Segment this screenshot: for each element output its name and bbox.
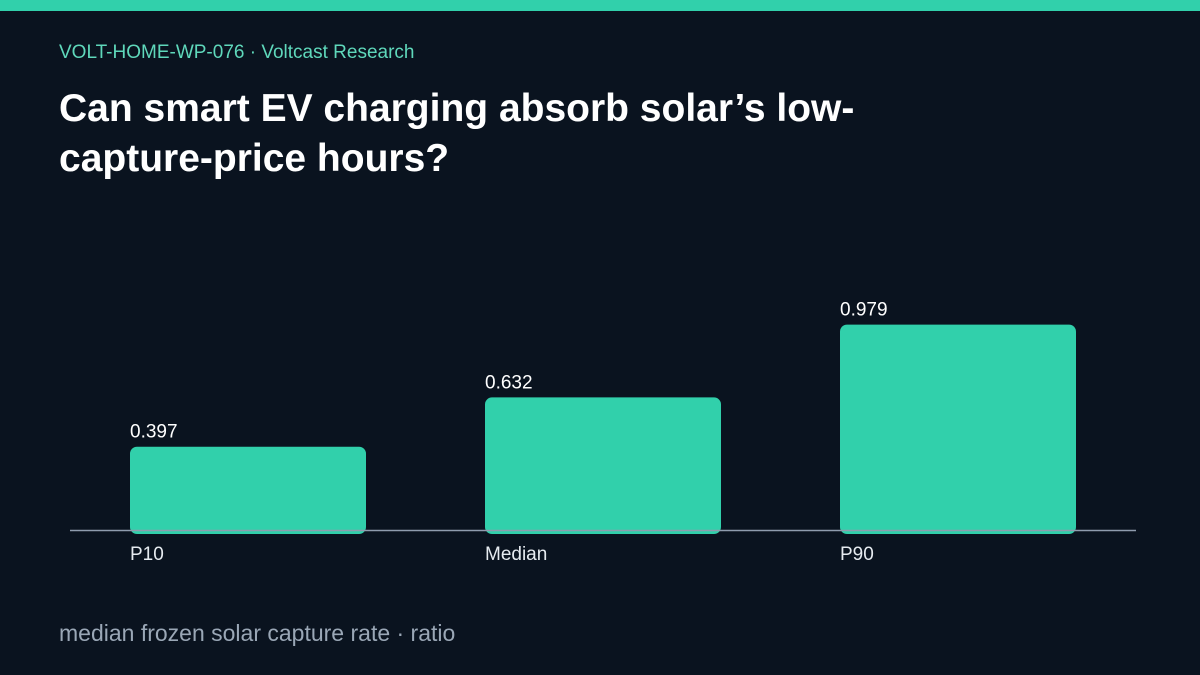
labels-layer: 0.397 P10 0.632 Median 0.979 P90 (130, 300, 888, 565)
category-label-p10: P10 (130, 544, 164, 565)
bar-median (485, 397, 721, 534)
value-label-median: 0.632 (485, 372, 533, 393)
value-label-p10: 0.397 (130, 422, 178, 443)
bar-p90 (840, 324, 1076, 534)
bar-p10 (130, 446, 366, 534)
chart-caption: median frozen solar capture rate · ratio (59, 620, 456, 646)
category-label-p90: P90 (840, 544, 874, 565)
category-label-median: Median (485, 544, 547, 565)
bars-layer (130, 324, 1076, 534)
report-kicker: VOLT-HOME-WP-076 · Voltcast Research (59, 42, 415, 63)
chart-title: Can smart EV charging absorb solar’s low… (59, 87, 855, 180)
top-accent-bar (0, 0, 1200, 11)
value-label-p90: 0.979 (840, 300, 888, 321)
